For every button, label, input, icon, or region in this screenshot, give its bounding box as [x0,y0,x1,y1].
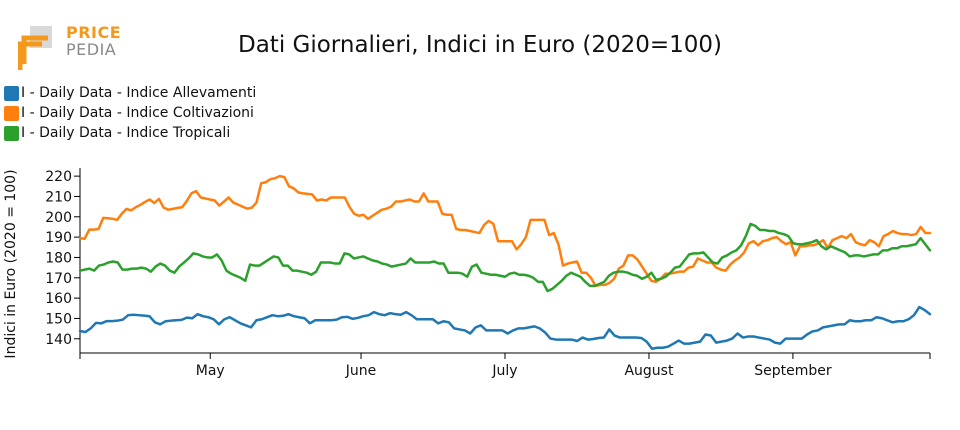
legend-item-tropicali[interactable]: I - Daily Data - Indice Tropicali [4,123,256,143]
x-tick-label: June [345,363,377,379]
legend-swatch-tropicali [4,125,19,141]
logo-mark-icon [17,26,52,70]
logo-bracket [17,35,48,70]
logo-text: PRICE PEDIA [66,24,121,58]
legend-label-tropicali: I - Daily Data - Indice Tropicali [21,125,231,141]
series-line-2 [78,222,932,293]
y-tick-label: 180 [45,250,72,266]
series-line-0 [78,305,932,350]
y-tick-label: 210 [45,189,72,205]
y-axis-title: Indici in Euro (2020 = 100) [3,169,19,358]
legend: I - Daily Data - Indice Allevamenti I - … [4,83,256,143]
y-tick-label: 150 [45,311,72,327]
legend-swatch-allevamenti [4,85,19,101]
pricepedia-logo: PRICE PEDIA [17,24,128,72]
y-tick-label: 200 [45,210,72,226]
x-tick-label: July [491,363,517,379]
legend-item-coltivazioni[interactable]: I - Daily Data - Indice Coltivazioni [4,103,256,123]
x-axis: May June July August September [79,352,931,379]
legend-item-allevamenti[interactable]: I - Daily Data - Indice Allevamenti [4,83,256,103]
y-tick-label: 170 [45,271,72,287]
legend-label-allevamenti: I - Daily Data - Indice Allevamenti [21,85,257,101]
y-tick-label: 220 [45,169,72,185]
x-tick-label: August [624,363,674,379]
series-line-1 [78,174,932,288]
series-layer [78,174,932,350]
y-tick-label: 140 [45,332,72,348]
x-tick-label: September [754,363,832,379]
y-tick-label: 160 [45,291,72,307]
x-tick-label: May [196,363,225,379]
y-axis: 140 150 160 170 180 190 200 210 220 [45,168,81,353]
logo-line2: PEDIA [66,40,117,59]
chart-title: Dati Giornalieri, Indici in Euro (2020=1… [238,32,722,58]
legend-label-coltivazioni: I - Daily Data - Indice Coltivazioni [21,105,254,121]
logo-line1: PRICE [66,23,122,42]
y-tick-label: 190 [45,230,72,246]
legend-swatch-coltivazioni [4,105,19,121]
